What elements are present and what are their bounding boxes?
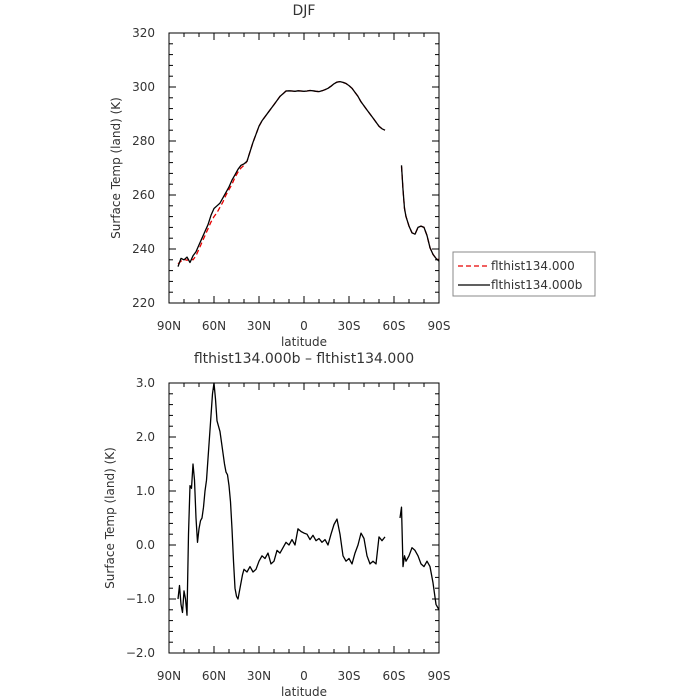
x-tick-label: 60S — [383, 319, 406, 333]
top-series-1-segment-2 — [400, 166, 440, 261]
legend-box — [452, 251, 596, 297]
x-tick-label: 30S — [338, 319, 361, 333]
bottom-series-1-segment-2 — [399, 506, 440, 611]
x-tick-label: 30S — [338, 669, 361, 683]
x-tick-label: 90N — [157, 669, 181, 683]
y-axis-label-top: Surface Temp (land) (K) — [109, 97, 123, 239]
y-tick-label: 3.0 — [136, 376, 155, 390]
x-tick-label: 60N — [202, 669, 226, 683]
bottom-x-ticks: 90N 60N 30N 0 30S 60S 90S — [157, 383, 451, 683]
y-axis-label-bottom: Surface Temp (land) (K) — [103, 447, 117, 589]
y-tick-label: 220 — [132, 296, 155, 310]
x-tick-label: 30N — [247, 669, 271, 683]
legend-label-2: flthist134.000b — [491, 278, 582, 292]
x-tick-label: 0 — [300, 669, 308, 683]
plot-frame-top — [168, 32, 440, 304]
y-tick-label: 240 — [132, 242, 155, 256]
panel-top-djf: DJF 90N 60N 30N 0 30S 60S 90S 220 240 260 280 300 3… — [109, 3, 450, 349]
x-tick-label: 90S — [428, 319, 451, 333]
y-tick-label: 0.0 — [136, 538, 155, 552]
y-tick-label: 280 — [132, 134, 155, 148]
top-x-ticks: 90N 60N 30N 0 30S 60S 90S — [157, 33, 451, 333]
y-tick-label: −2.0 — [126, 646, 155, 660]
legend: flthist134.000 flthist134.000b — [452, 251, 596, 297]
legend-label-1: flthist134.000 — [491, 259, 575, 273]
y-tick-label: 2.0 — [136, 430, 155, 444]
y-tick-label: 300 — [132, 80, 155, 94]
top-series-2-segment-2 — [400, 165, 440, 262]
chart-title-bottom: flthist134.000b – flthist134.000 — [194, 351, 414, 367]
bottom-series-lines — [177, 382, 440, 616]
bottom-y-ticks: −2.0 −1.0 0.0 1.0 2.0 3.0 — [126, 376, 439, 660]
y-tick-label: −1.0 — [126, 592, 155, 606]
y-tick-label: 260 — [132, 188, 155, 202]
y-tick-label: 320 — [132, 26, 155, 40]
x-tick-label: 0 — [300, 319, 308, 333]
chart-title-top: DJF — [293, 3, 316, 19]
x-tick-label: 60S — [383, 669, 406, 683]
x-axis-label-top: latitude — [281, 335, 327, 349]
top-y-ticks: 220 240 260 280 300 320 — [132, 26, 439, 310]
panel-bottom-difference: flthist134.000b – flthist134.000 90N 60N 3… — [103, 351, 450, 699]
x-axis-label-bottom: latitude — [281, 685, 327, 699]
plot-frame-bottom — [168, 382, 440, 654]
x-tick-label: 60N — [202, 319, 226, 333]
bottom-series-1-segment-1 — [177, 382, 386, 616]
y-tick-label: 1.0 — [136, 484, 155, 498]
x-tick-label: 30N — [247, 319, 271, 333]
top-series-1-segment-1 — [177, 80, 386, 265]
top-series-lines — [177, 80, 440, 267]
x-tick-label: 90S — [428, 669, 451, 683]
x-tick-label: 90N — [157, 319, 181, 333]
top-series-2-segment-1 — [177, 80, 386, 267]
